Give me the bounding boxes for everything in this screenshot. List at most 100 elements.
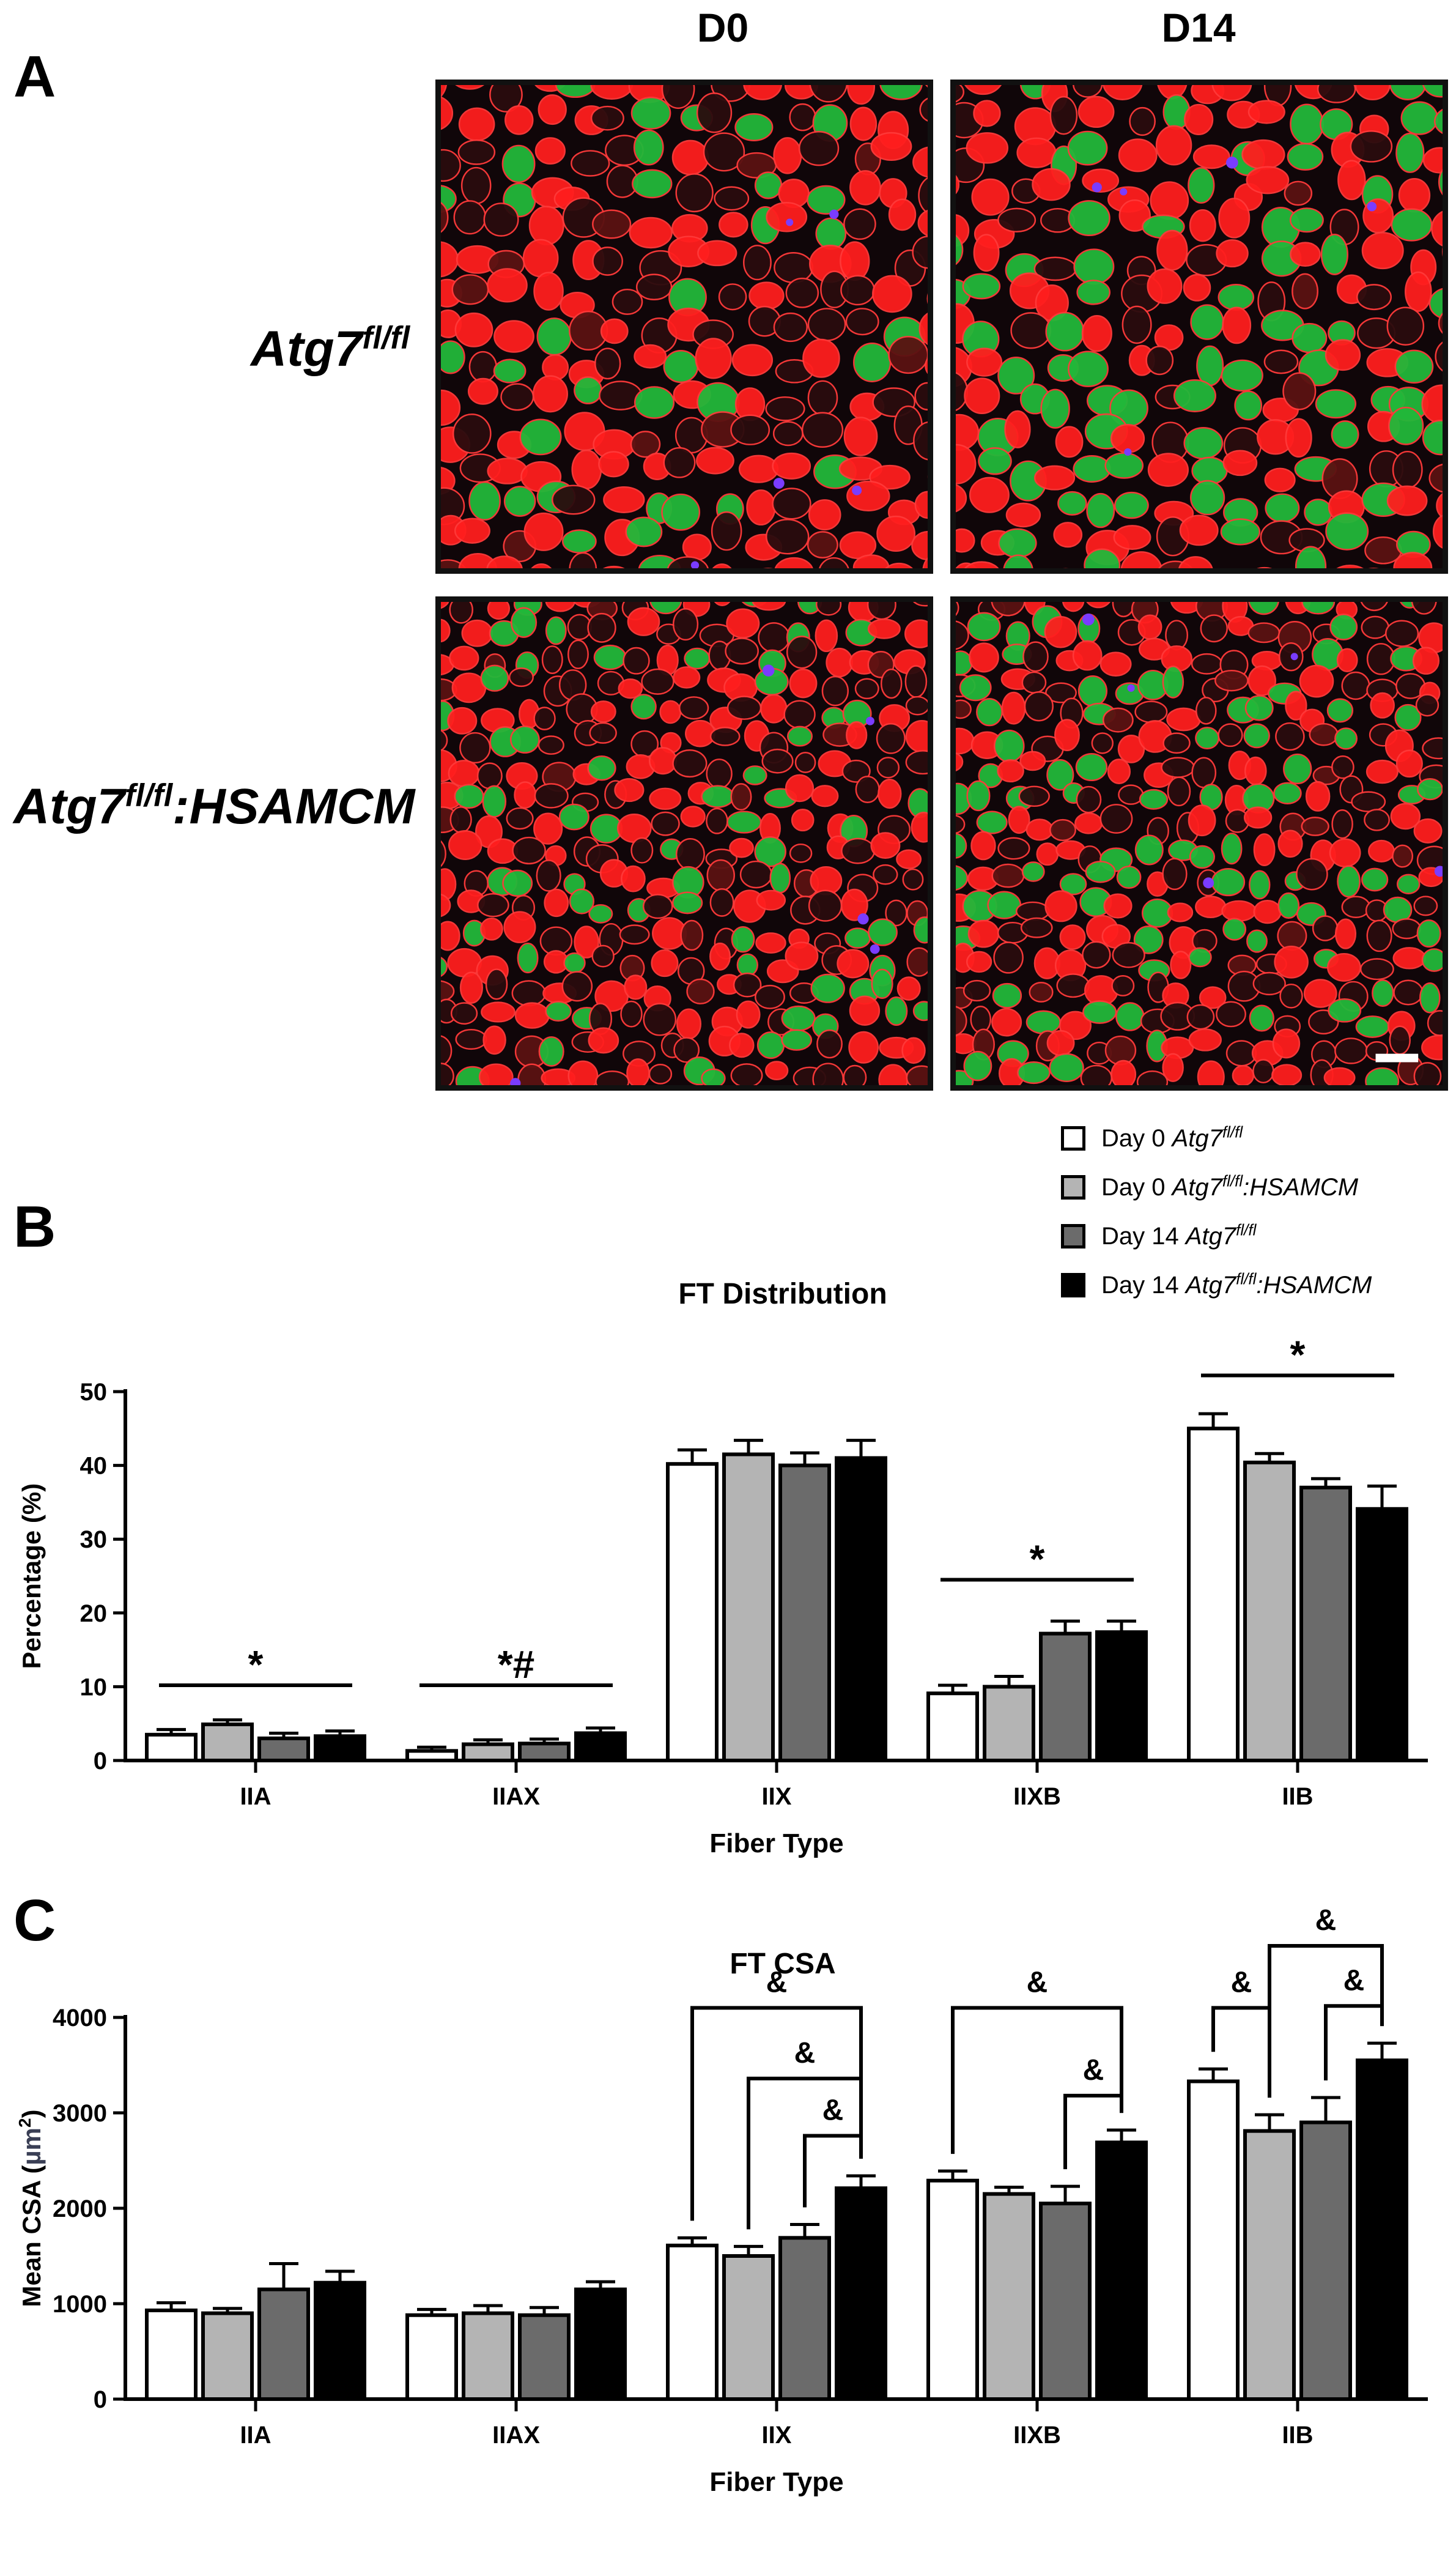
- muscle-fiber: [785, 941, 819, 971]
- muscle-fiber: [785, 774, 815, 803]
- muscle-fiber: [1413, 1062, 1442, 1085]
- muscle-fiber: [629, 217, 673, 249]
- muscle-fiber: [441, 893, 451, 918]
- muscle-fiber: [659, 700, 682, 724]
- bar: [574, 1731, 627, 1762]
- muscle-fiber: [1075, 753, 1108, 782]
- nucleus: [762, 664, 775, 677]
- muscle-fiber: [843, 208, 876, 240]
- muscle-fiber: [1200, 614, 1228, 643]
- muscle-fiber: [1036, 842, 1059, 866]
- muscle-fiber: [523, 512, 564, 551]
- y-tick-label: 4000: [53, 2005, 107, 2031]
- x-tick-label: IIB: [1282, 2422, 1313, 2449]
- legend-item: Day 14 Atg7fl/fl: [1061, 1222, 1256, 1250]
- muscle-fiber: [738, 454, 779, 483]
- muscle-fiber: [651, 811, 680, 836]
- muscle-fiber: [1221, 359, 1263, 392]
- muscle-fiber: [956, 620, 969, 650]
- muscle-fiber: [754, 836, 786, 867]
- muscle-fiber: [1389, 1025, 1411, 1055]
- muscle-fiber: [1214, 669, 1249, 692]
- nucleus: [1082, 613, 1095, 626]
- muscle-fiber: [848, 1031, 879, 1064]
- muscle-fiber: [1411, 602, 1437, 615]
- muscle-fiber: [1162, 666, 1184, 699]
- muscle-fiber: [1331, 420, 1359, 449]
- bar: [1187, 1427, 1240, 1762]
- nucleus: [829, 209, 839, 219]
- muscle-fiber: [1049, 95, 1078, 135]
- muscle-fiber: [1301, 817, 1329, 836]
- muscle-fiber: [1263, 349, 1299, 374]
- muscle-fiber: [876, 722, 906, 754]
- muscle-fiber: [482, 1025, 506, 1055]
- muscle-fiber: [467, 377, 498, 405]
- muscle-fiber: [1285, 691, 1307, 721]
- nucleus: [1092, 182, 1102, 193]
- muscle-fiber: [807, 308, 846, 341]
- muscle-fiber: [726, 811, 762, 834]
- muscle-fiber: [709, 942, 731, 971]
- muscle-fiber: [1184, 103, 1214, 136]
- muscle-fiber: [1283, 753, 1312, 785]
- muscle-fiber: [1003, 554, 1033, 568]
- scale-bar: [1375, 1053, 1419, 1063]
- muscle-fiber: [849, 995, 881, 1026]
- muscle-fiber: [680, 806, 706, 828]
- muscle-fiber: [1055, 426, 1084, 458]
- muscle-fiber: [555, 85, 596, 98]
- muscle-fiber: [815, 217, 847, 250]
- muscle-fiber: [1325, 512, 1369, 551]
- significance-marker: *: [248, 1642, 264, 1686]
- muscle-fiber: [1155, 125, 1192, 166]
- muscle-fiber: [971, 178, 1010, 216]
- muscle-fiber: [743, 245, 772, 281]
- muscle-fiber: [1167, 776, 1191, 807]
- muscle-fiber: [1029, 982, 1054, 1003]
- muscle-fiber: [711, 511, 742, 551]
- muscle-fiber: [1062, 602, 1085, 612]
- muscle-fiber: [479, 917, 503, 941]
- muscle-fiber: [1085, 861, 1116, 883]
- muscle-fiber: [765, 518, 810, 555]
- muscle-fiber: [786, 636, 818, 669]
- muscle-fiber: [1331, 809, 1353, 839]
- nucleus: [1290, 653, 1298, 661]
- muscle-fiber: [630, 431, 661, 458]
- muscle-fiber: [1421, 948, 1443, 972]
- bar: [926, 2178, 979, 2401]
- muscle-fiber: [1113, 525, 1151, 550]
- muscle-fiber: [623, 647, 650, 675]
- muscle-fiber: [876, 515, 916, 552]
- muscle-fiber: [1296, 858, 1328, 891]
- muscle-fiber: [672, 607, 699, 641]
- muscle-fiber: [634, 344, 667, 369]
- muscle-fiber: [701, 785, 734, 808]
- muscle-fiber: [976, 698, 1003, 727]
- muscle-fiber: [1341, 896, 1371, 918]
- muscle-fiber: [846, 721, 868, 749]
- muscle-fiber: [714, 186, 750, 211]
- muscle-fiber: [1329, 838, 1361, 867]
- muscle-fiber: [970, 831, 996, 861]
- muscle-fiber: [801, 412, 844, 448]
- muscle-fiber: [789, 669, 818, 699]
- muscle-fiber: [1315, 389, 1357, 419]
- muscle-fiber: [878, 779, 902, 809]
- muscle-fiber: [1252, 1059, 1274, 1084]
- muscle-fiber: [449, 806, 472, 834]
- muscle-fiber: [493, 358, 527, 384]
- muscle-fiber: [905, 696, 928, 716]
- muscle-fiber: [1191, 757, 1217, 788]
- muscle-fiber: [594, 347, 621, 380]
- bar: [201, 2311, 254, 2401]
- muscle-fiber: [1312, 915, 1339, 941]
- muscle-fiber: [1415, 694, 1439, 717]
- muscle-fiber: [441, 96, 454, 130]
- muscle-fiber: [1284, 180, 1313, 206]
- muscle-fiber: [458, 552, 497, 568]
- muscle-fiber: [536, 859, 561, 892]
- muscle-fiber: [1166, 707, 1201, 732]
- muscle-fiber: [1072, 85, 1103, 98]
